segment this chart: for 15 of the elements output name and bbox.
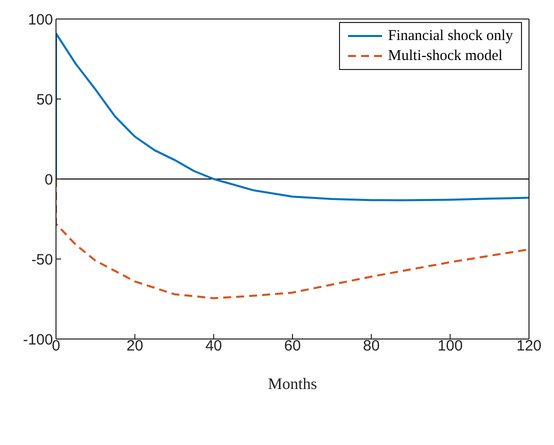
- x-tick-label: 120: [516, 338, 542, 355]
- x-tick-label: 40: [205, 338, 222, 355]
- legend-label: Financial shock only: [388, 27, 513, 46]
- x-tick-label: 20: [126, 338, 144, 355]
- y-tick-label: 50: [36, 91, 53, 108]
- line-series: [56, 178, 529, 300]
- y-tick-label: -100: [22, 331, 53, 348]
- y-tick-label: -50: [31, 251, 53, 268]
- x-tick-label: 100: [438, 338, 463, 355]
- x-axis-title: Months: [268, 376, 317, 393]
- y-tick-label: 100: [28, 11, 53, 28]
- y-tick-label: 0: [44, 171, 53, 188]
- x-tick-label: 80: [362, 338, 380, 355]
- x-tick-label: 60: [284, 338, 301, 355]
- legend-label: Multi-shock model: [388, 47, 503, 66]
